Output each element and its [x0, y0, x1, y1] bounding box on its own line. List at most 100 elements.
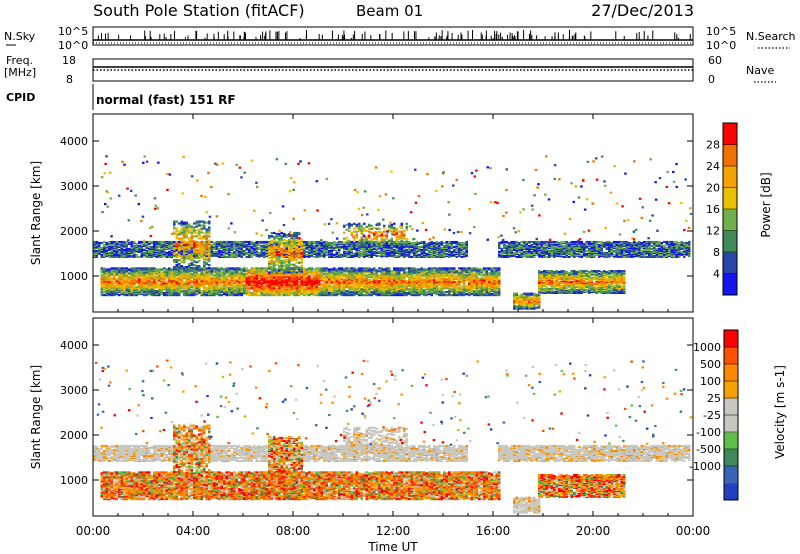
scatter-cell	[543, 246, 546, 249]
scatter-cell	[508, 245, 511, 248]
scatter-cell	[243, 284, 246, 287]
scatter-cell	[613, 243, 616, 247]
scatter-cell	[255, 274, 258, 277]
scatter-cell	[140, 252, 143, 255]
scatter-cell	[430, 240, 433, 244]
scatter-cell	[178, 272, 181, 275]
scatter-cell	[215, 279, 218, 282]
scatter-cell	[100, 241, 103, 245]
scatter-cell	[595, 253, 598, 256]
scatter-cell	[648, 248, 651, 251]
scatter-cell	[155, 268, 158, 271]
scatter-cell	[325, 271, 328, 274]
scatter-cell	[263, 271, 266, 274]
scatter-cell	[450, 244, 453, 248]
beam-label: Beam 01	[356, 2, 423, 20]
scatter-cell	[183, 281, 186, 284]
scatter-cell	[105, 247, 108, 250]
scatter-cell	[500, 240, 503, 244]
scatter-cell	[265, 245, 268, 248]
scatter-cell	[353, 254, 356, 257]
scatter-cell	[123, 248, 126, 251]
scatter-cell	[330, 241, 333, 245]
scatter-cell	[123, 251, 126, 254]
scatter-cell	[158, 273, 161, 276]
scatter-cell	[150, 267, 153, 270]
scatter-cell	[595, 242, 598, 246]
scatter-cell	[645, 248, 648, 251]
scatter-cell	[213, 247, 216, 250]
scatter-cell	[103, 272, 106, 275]
scatter-cell	[145, 243, 148, 247]
scatter-cell	[325, 240, 328, 244]
scatter-cell	[178, 285, 181, 288]
scatter-cell	[140, 267, 143, 270]
scatter-cell	[253, 244, 256, 248]
scatter-cell	[320, 274, 323, 277]
scatter-cell	[150, 245, 153, 248]
scatter-cell	[140, 275, 143, 278]
scatter-cell	[248, 275, 251, 278]
scatter-cell	[133, 267, 136, 270]
scatter-cell	[145, 275, 148, 278]
scatter-cell	[218, 269, 221, 272]
scatter-cell	[260, 276, 263, 279]
scatter-cell	[535, 246, 538, 249]
scatter-cell	[545, 243, 548, 247]
scatter-cell	[265, 250, 268, 253]
scatter-cell	[403, 254, 406, 257]
scatter-cell	[428, 254, 431, 257]
scatter-cell	[568, 248, 571, 251]
scatter-cell	[225, 267, 228, 270]
scatter-cell	[675, 246, 678, 249]
scatter-cell	[503, 249, 506, 252]
scatter-cell	[360, 250, 363, 253]
scatter-cell	[620, 249, 623, 252]
scatter-cell	[225, 248, 228, 251]
scatter-cell	[183, 277, 186, 280]
scatter-cell	[303, 254, 306, 257]
scatter-cell	[680, 250, 683, 253]
scatter-cell	[230, 240, 233, 244]
scatter-cell	[120, 249, 123, 252]
scatter-cell	[253, 267, 256, 270]
scatter-cell	[525, 244, 528, 248]
scatter-cell	[175, 279, 178, 282]
scatter-cell	[313, 274, 316, 277]
scatter-cell	[123, 284, 126, 287]
scatter-cell	[240, 253, 243, 256]
scatter-cell	[265, 283, 268, 286]
scatter-cell	[335, 241, 338, 245]
scatter-cell	[215, 283, 218, 286]
scatter-cell	[665, 249, 668, 252]
scatter-cell	[270, 292, 273, 295]
scatter-cell	[660, 241, 663, 245]
scatter-cell	[108, 242, 111, 246]
scatter-cell	[603, 241, 606, 245]
scatter-cell	[228, 255, 231, 258]
scatter-cell	[600, 242, 603, 246]
scatter-cell	[643, 240, 646, 244]
scatter-cell	[225, 275, 228, 278]
scatter-cell	[438, 254, 441, 257]
scatter-cell	[203, 276, 206, 279]
scatter-cell	[280, 271, 283, 274]
scatter-cell	[218, 287, 221, 290]
scatter-cell	[318, 274, 321, 277]
scatter-cell	[580, 253, 583, 256]
scatter-cell	[313, 251, 316, 254]
scatter-cell	[443, 253, 446, 256]
scatter-cell	[655, 247, 658, 250]
scatter-cell	[588, 247, 591, 250]
scatter-cell	[525, 247, 528, 250]
nave-label: Nave	[746, 64, 774, 77]
scatter-cell	[665, 246, 668, 249]
scatter-cell	[313, 271, 316, 274]
scatter-cell	[150, 281, 153, 284]
scatter-cell	[113, 281, 116, 284]
scatter-cell	[138, 278, 141, 281]
scatter-cell	[565, 251, 568, 254]
scatter-cell	[658, 240, 661, 244]
scatter-cell	[585, 255, 588, 258]
scatter-cell	[188, 283, 191, 286]
